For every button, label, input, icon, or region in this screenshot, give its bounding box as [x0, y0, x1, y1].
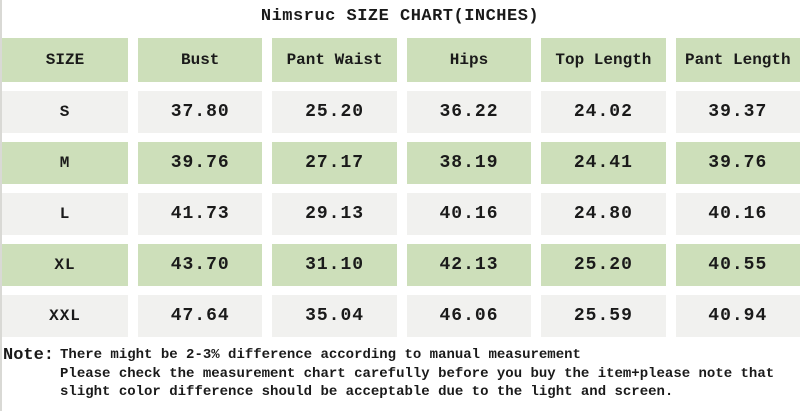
size-cell: XXL: [2, 295, 128, 337]
value-cell: 40.94: [675, 295, 800, 337]
size-cell: S: [2, 91, 128, 133]
size-chart-table: SIZE Bust Pant Waist Hips Top Length Pan…: [2, 38, 800, 337]
note-line-3: slight color difference should be accept…: [60, 384, 674, 400]
value-cell: 27.17: [272, 142, 397, 184]
value-cell: 42.13: [406, 244, 532, 286]
size-chart-title: Nimsruc SIZE CHART(INCHES): [260, 7, 540, 26]
value-cell: 36.22: [406, 91, 532, 133]
value-cell: 40.55: [675, 244, 800, 286]
header-cell-pant-waist: Pant Waist: [272, 38, 397, 82]
size-cell: M: [2, 142, 128, 184]
value-cell: 25.20: [541, 244, 666, 286]
header-cell-pant-length: Pant Length: [675, 38, 800, 82]
value-cell: 40.16: [406, 193, 532, 235]
header-cell-size: SIZE: [2, 38, 128, 82]
value-cell: 39.37: [675, 91, 800, 133]
measurement-note: Note: There might be 2-3% difference acc…: [3, 346, 774, 402]
value-cell: 24.41: [541, 142, 666, 184]
value-cell: 47.64: [138, 295, 263, 337]
header-cell-bust: Bust: [138, 38, 263, 82]
value-cell: 37.80: [138, 91, 263, 133]
note-text: There might be 2-3% difference according…: [60, 346, 774, 402]
value-cell: 41.73: [138, 193, 263, 235]
value-cell: 24.02: [541, 91, 666, 133]
size-cell: XL: [2, 244, 128, 286]
value-cell: 46.06: [406, 295, 532, 337]
value-cell: 38.19: [406, 142, 532, 184]
value-cell: 25.20: [272, 91, 397, 133]
note-line-2: Please check the measurement chart caref…: [60, 365, 775, 382]
value-cell: 31.10: [272, 244, 397, 286]
left-edge-line: [0, 0, 2, 411]
value-cell: 35.04: [272, 295, 397, 337]
note-line-1: There might be 2-3% difference according…: [60, 347, 581, 363]
value-cell: 40.16: [675, 193, 800, 235]
note-label: Note:: [3, 346, 55, 365]
value-cell: 29.13: [272, 193, 397, 235]
value-cell: 39.76: [675, 142, 800, 184]
header-cell-hips: Hips: [406, 38, 532, 82]
value-cell: 43.70: [138, 244, 263, 286]
header-cell-top-length: Top Length: [541, 38, 666, 82]
value-cell: 24.80: [541, 193, 666, 235]
value-cell: 39.76: [138, 142, 263, 184]
size-cell: L: [2, 193, 128, 235]
value-cell: 25.59: [541, 295, 666, 337]
